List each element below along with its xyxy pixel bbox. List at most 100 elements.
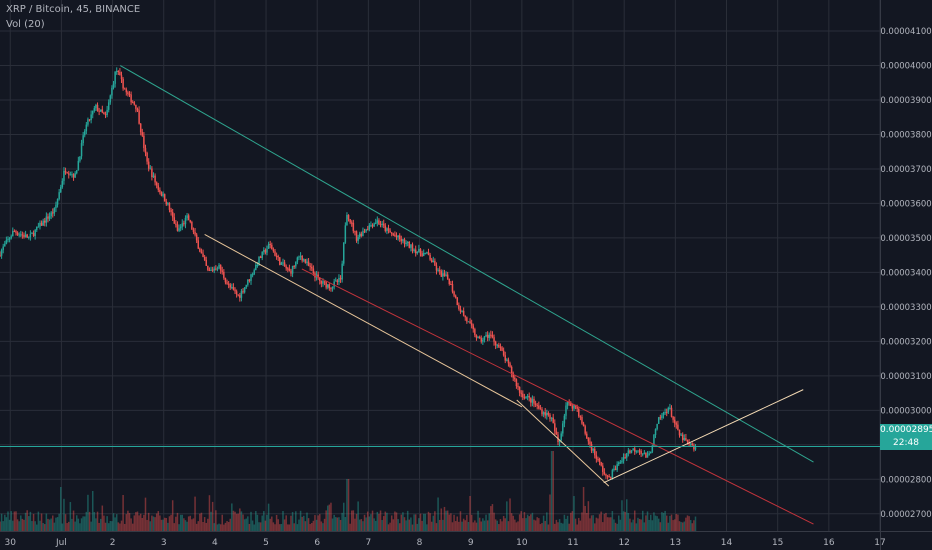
candle-body [130,95,132,103]
candle-body [602,466,604,472]
volume-bar [604,514,606,531]
price-tick-label: 0.00004000 [880,62,931,72]
volume-bar [580,521,582,531]
volume-bar [159,515,161,531]
volume-bar [313,521,315,531]
volume-bar [321,521,323,531]
candle-body [313,268,315,273]
volume-bar [327,506,329,531]
volume-bar [644,522,646,531]
volume-bar [119,523,121,531]
candle-body [525,397,527,399]
candle-body [479,337,481,338]
candle-body [253,270,255,274]
candle-body [266,249,268,253]
volume-bar [309,524,311,531]
volume-bar [41,514,43,531]
candle-body [298,257,300,258]
volume-bar [421,521,423,531]
candle-body [311,267,313,269]
candle-body [345,225,347,242]
volume-bar [588,501,590,531]
volume-bar [129,513,131,531]
candle-body [364,231,366,232]
candle-body [14,231,16,232]
volume-bar [399,523,401,531]
volume-bar [492,504,494,531]
volume-bar [97,512,99,531]
candle-body [201,252,203,254]
candle-body [605,474,607,475]
volume-bar [394,512,396,531]
volume-bar [386,513,388,531]
volume-bar [442,520,444,531]
volume-bar [391,515,393,531]
candle-body [588,438,590,441]
volume-bar [285,515,287,531]
volume-bar [397,519,399,531]
candle-body [38,227,40,228]
candle-body [90,114,92,120]
candle-body [9,238,11,239]
candle-body [549,415,551,419]
candle-body [522,394,524,397]
time-axis[interactable]: 30Jul234567891011121314151617 [0,532,932,549]
candle-body [225,278,227,282]
volume-bar [111,521,113,531]
candle-body [556,431,558,434]
candle-body [351,223,353,224]
candle-body [175,224,177,225]
volume-bar [474,520,476,531]
candle-body [645,453,647,458]
volume-bar [239,508,241,531]
volume-bar [66,523,68,531]
price-tick-label: 0.00003200 [880,337,931,347]
symbol-legend[interactable]: XRP / Bitcoin, 45, BINANCE [6,4,140,15]
price-tick-label: 0.00003400 [880,268,931,278]
candle-body [273,249,275,251]
volume-bar [74,522,76,531]
candle-body [415,250,417,254]
volume-bar [461,522,463,531]
candle-body [159,190,161,192]
volume-bar [607,517,609,531]
volume-bar [231,503,233,531]
volume-bar [308,518,310,531]
volume-bar [258,522,260,531]
volume-bar [389,523,391,531]
volume-bar [4,515,6,531]
volume-legend[interactable]: Vol (20) [6,19,45,30]
volume-bar [423,514,425,531]
candle-body [86,125,88,132]
volume-bar [567,516,569,531]
candle-body [33,233,35,236]
candle-body [450,284,452,285]
candle-layer [0,67,696,479]
volume-bar [271,517,273,531]
candle-body [106,110,108,115]
candle-body [436,266,438,271]
candle-body [417,252,419,253]
volume-bar [329,505,331,531]
volume-bar [225,523,227,531]
volume-bar [653,512,655,531]
price-axis[interactable]: 0.000041000.000040000.000039000.00003800… [880,0,931,550]
volume-bar [500,519,502,531]
volume-bar [498,524,500,531]
candle-body [647,455,649,457]
time-tick-label: 5 [263,538,269,548]
time-tick-label: 12 [618,538,629,548]
volume-bar [106,516,108,531]
volume-bar [341,513,343,531]
volume-bar [52,515,54,531]
candle-body [245,285,247,288]
volume-bar [378,514,380,531]
candle-body [233,287,235,289]
candle-body [52,212,54,213]
volume-bar [656,516,658,531]
candle-body [495,342,497,346]
volume-bar [676,514,678,531]
volume-bar [217,524,219,531]
volume-bar [636,523,638,531]
